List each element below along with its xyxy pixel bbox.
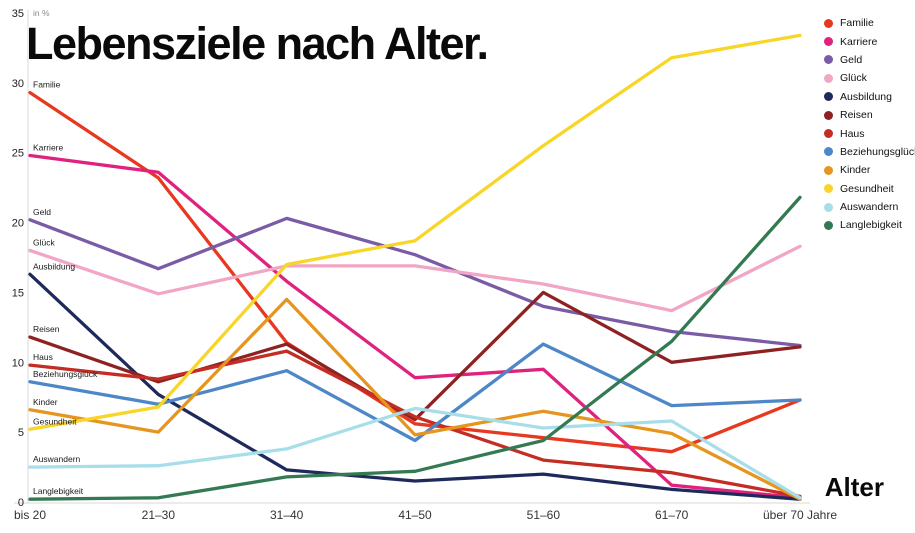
y-tick-label-0: 0 (18, 497, 24, 509)
legend-label-geld: Geld (840, 53, 863, 66)
legend-dot-reisen (824, 110, 833, 120)
x-tick-label-51-60: 51–60 (527, 508, 561, 522)
series-line-ausbildung (28, 272, 802, 501)
series-start-label-gesundheit: Gesundheit (33, 416, 77, 426)
series-start-label-ausbildung: Ausbildung (33, 261, 75, 271)
y-tick-label-30: 30 (12, 78, 24, 90)
x-axis-title: Alter (825, 472, 884, 502)
legend-label-auswandern: Auswandern (840, 201, 899, 214)
legend-item-beziehungsglueck: Beziehungsglück (824, 143, 915, 161)
legend-item-langlebigkeit: Langlebigkeit (824, 216, 914, 234)
legend-label-glueck: Glück (840, 72, 867, 85)
legend-dot-haus (824, 129, 833, 139)
legend-label-beziehungsglueck: Beziehungsglück (840, 145, 915, 158)
legend-item-geld: Geld (824, 51, 914, 69)
legend-label-haus: Haus (840, 127, 865, 140)
y-tick-label-10: 10 (12, 357, 24, 369)
legend-label-karriere: Karriere (840, 35, 878, 48)
legend-item-familie: Familie (824, 14, 914, 32)
series-line-reisen (28, 290, 802, 422)
x-tick-label-61-70: 61–70 (655, 508, 689, 522)
series-label-layer: Familie Karriere Geld Glück Ausbildung Reisen… (33, 80, 98, 497)
series-start-label-kinder: Kinder (33, 397, 58, 407)
series-start-label-glueck: Glück (33, 238, 55, 248)
series-line-auswandern (28, 406, 802, 500)
legend-dot-karriere (824, 37, 833, 47)
legend-item-ausbildung: Ausbildung (824, 88, 914, 106)
legend-item-glueck: Glück (824, 69, 914, 87)
y-tick-label-25: 25 (12, 148, 24, 160)
x-tick-label-21-30: 21–30 (142, 508, 176, 522)
legend-label-gesundheit: Gesundheit (840, 182, 894, 195)
series-line-kinder (28, 297, 802, 501)
y-tick-label-5: 5 (18, 427, 24, 439)
series-start-label-langlebigkeit: Langlebigkeit (33, 486, 84, 496)
legend-label-familie: Familie (840, 17, 874, 30)
series-start-label-haus: Haus (33, 352, 53, 362)
series-start-label-reisen: Reisen (33, 324, 60, 334)
legend-item-gesundheit: Gesundheit (824, 180, 914, 198)
legend-dot-auswandern (824, 202, 833, 212)
legend-dot-beziehungsglueck (824, 147, 833, 157)
x-tick-label-bis-20: bis 20 (14, 508, 46, 522)
legend-dot-kinder (824, 165, 833, 175)
legend-item-kinder: Kinder (824, 161, 914, 179)
axis-layer: 0 5 10 15 20 25 30 35 bis 20 21–30 31–40 41–50 51–60… (12, 8, 838, 522)
series-line-geld (28, 216, 802, 348)
legend-label-kinder: Kinder (840, 164, 871, 177)
legend-dot-langlebigkeit (824, 220, 833, 230)
series-start-label-auswandern: Auswandern (33, 454, 81, 464)
series-layer (28, 33, 802, 501)
series-line-beziehungsglueck (28, 342, 802, 443)
series-start-label-beziehungsglueck: Beziehungsglück (33, 369, 98, 379)
legend-label-reisen: Reisen (840, 109, 873, 122)
x-tick-label-31-40: 31–40 (270, 508, 304, 522)
legend-dot-ausbildung (824, 92, 833, 102)
legend-label-langlebigkeit: Langlebigkeit (840, 219, 902, 232)
legend-item-karriere: Karriere (824, 32, 914, 50)
y-axis-unit-label: in % (33, 8, 50, 18)
series-start-label-karriere: Karriere (33, 143, 64, 153)
legend-item-reisen: Reisen (824, 106, 914, 124)
legend-dot-familie (824, 18, 833, 28)
legend-label-ausbildung: Ausbildung (840, 90, 892, 103)
x-tick-label-ueber-70-jahre: über 70 Jahre (763, 508, 837, 522)
y-tick-label-15: 15 (12, 287, 24, 299)
series-line-karriere (28, 153, 802, 500)
legend-item-haus: Haus (824, 124, 914, 142)
legend-dot-glueck (824, 73, 833, 83)
series-line-langlebigkeit (28, 195, 802, 501)
chart-title: Lebensziele nach Alter. (26, 18, 489, 69)
series-start-label-geld: Geld (33, 207, 51, 217)
series-line-haus (28, 349, 802, 499)
legend-item-auswandern: Auswandern (824, 198, 914, 216)
legend: Familie Karriere Geld Glück Ausbildung Reisen… (824, 14, 915, 235)
series-start-label-familie: Familie (33, 80, 61, 90)
x-tick-label-41-50: 41–50 (398, 508, 432, 522)
series-line-familie (28, 90, 802, 454)
legend-dot-gesundheit (824, 184, 833, 194)
y-tick-label-35: 35 (12, 8, 24, 20)
series-line-glueck (28, 244, 802, 313)
y-tick-label-20: 20 (12, 218, 24, 230)
legend-dot-geld (824, 55, 833, 65)
series-line-gesundheit (28, 33, 802, 431)
